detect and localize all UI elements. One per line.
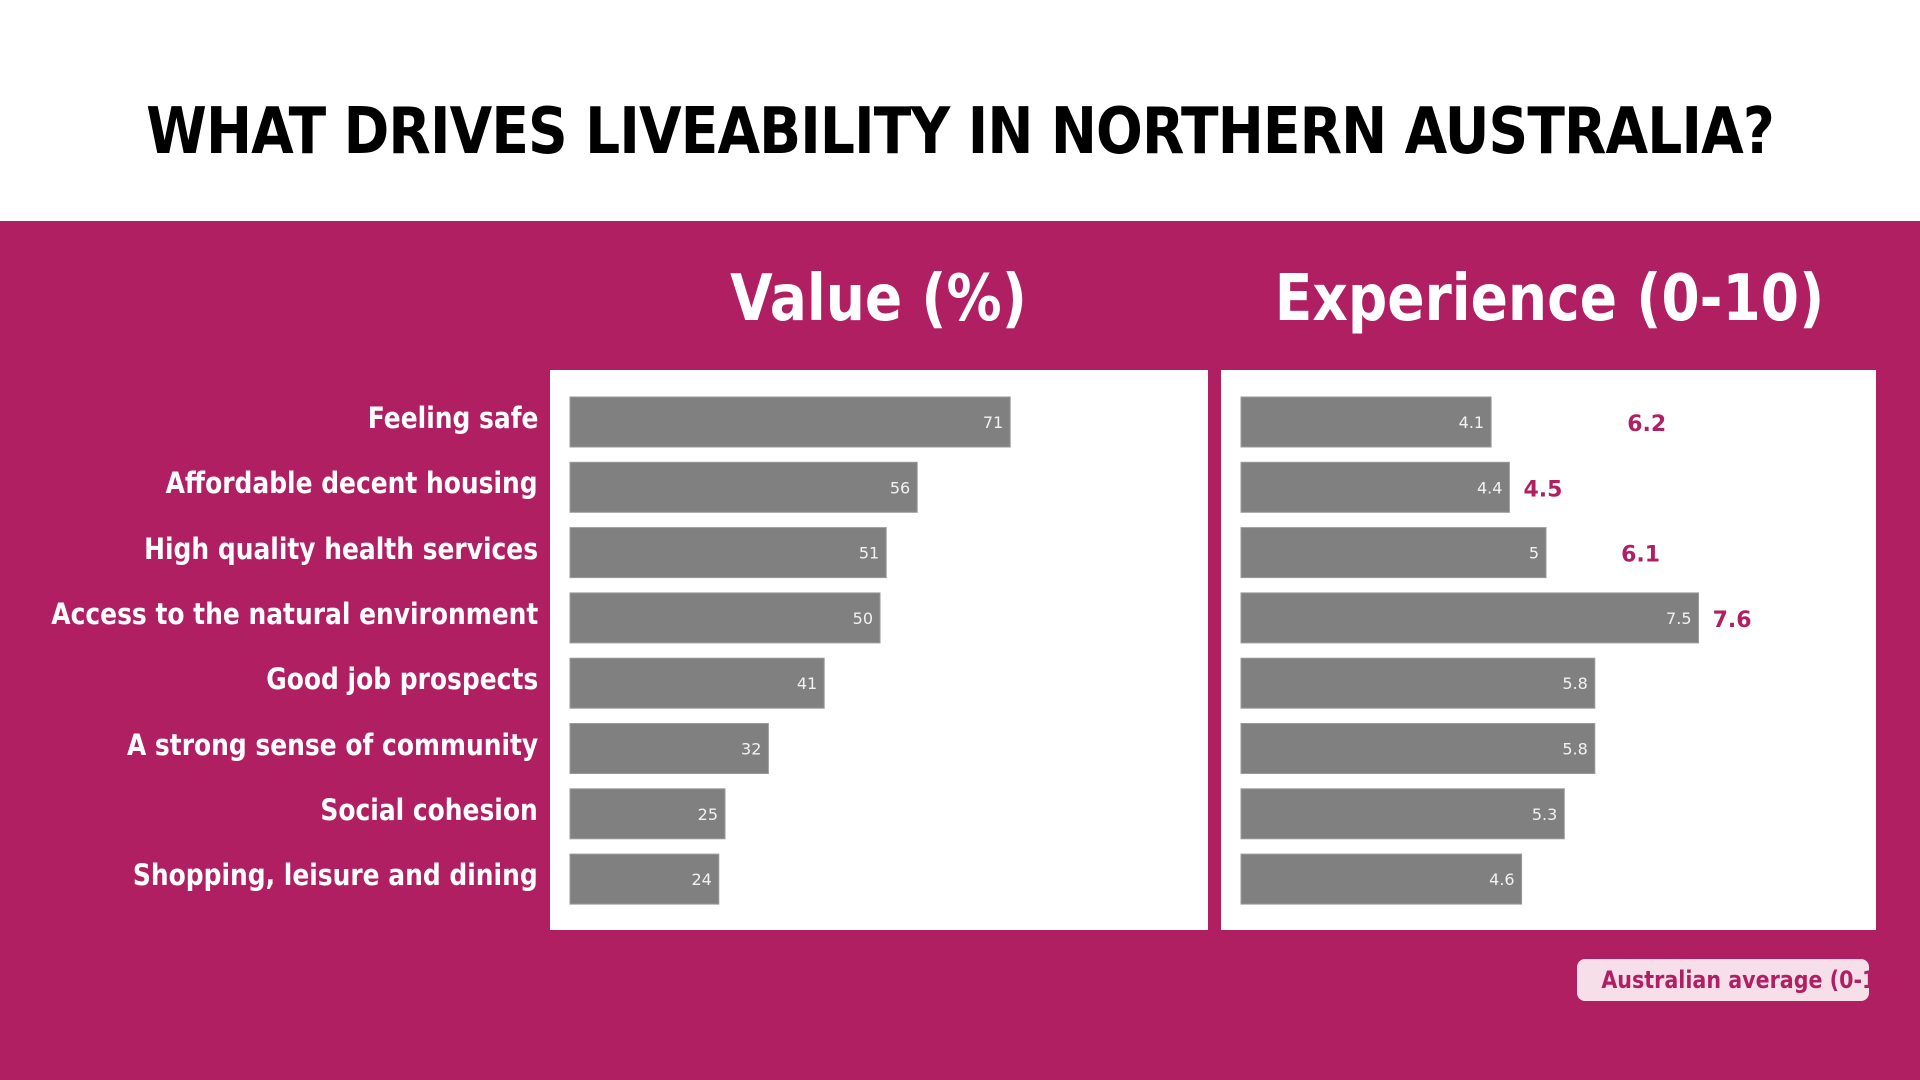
bar-value-label: 5.8 [1562, 740, 1587, 759]
bar-value-label: 4.4 [1477, 478, 1502, 497]
bar [1240, 657, 1596, 709]
experience-chart-svg: 4.1 4.4 5 7.5 5.8 5.8 5.3 4.6 6.2 4.5 6.1 7.6 [1240, 396, 1752, 905]
bar-value-label: 5.8 [1562, 674, 1587, 693]
bar-value-label: 5.3 [1532, 805, 1557, 824]
bar [569, 723, 769, 774]
category-label: Shopping, leisure and dining [133, 858, 538, 893]
bar [569, 657, 825, 709]
bar [1240, 788, 1565, 840]
australian-average-label: 7.6 [1713, 608, 1752, 633]
category-label: A strong sense of community [126, 727, 538, 762]
category-label: Feeling safe [367, 401, 538, 435]
bar [1240, 396, 1492, 448]
value-chart-title: Value (%) [730, 262, 1027, 336]
bar [569, 461, 918, 513]
experience-chart-title: Experience (0-10) [1274, 262, 1825, 336]
bar-value-label: 25 [698, 805, 718, 824]
bar [1240, 461, 1510, 513]
bar-value-label: 5 [1529, 544, 1539, 563]
bar [1240, 592, 1699, 644]
bar-value-label: 4.1 [1459, 413, 1484, 432]
category-label: High quality health services [144, 531, 538, 566]
bar [569, 592, 881, 644]
australian-average-label: 6.1 [1621, 543, 1660, 568]
legend-australian-average: Australian average (0-10) [1577, 959, 1900, 1001]
bar [1240, 853, 1523, 905]
page-title: WHAT DRIVES LIVEABILITY IN NORTHERN AUST… [146, 95, 1775, 169]
bar [1240, 723, 1596, 774]
value-chart-svg: 71 56 51 50 41 32 25 24 [569, 396, 1011, 905]
legend-label: Australian average (0-10) [1601, 966, 1901, 994]
bar-value-label: 41 [797, 674, 817, 693]
category-label: Good job prospects [266, 662, 538, 697]
australian-average-label: 4.5 [1524, 477, 1563, 502]
australian-average-label: 6.2 [1627, 412, 1666, 437]
bar [569, 788, 726, 840]
bar [569, 853, 720, 905]
value-chart-panel: 71 56 51 50 41 32 25 24 [550, 370, 1208, 930]
bar [569, 527, 887, 579]
bar-value-label: 71 [983, 413, 1003, 432]
bar-value-label: 4.6 [1489, 870, 1514, 889]
title-band: WHAT DRIVES LIVEABILITY IN NORTHERN AUST… [0, 0, 1920, 222]
bar-value-label: 56 [890, 478, 910, 497]
category-label: Access to the natural environment [50, 596, 538, 631]
category-label: Affordable decent housing [165, 466, 538, 501]
bar-value-label: 51 [859, 544, 879, 563]
bar-value-label: 32 [741, 740, 761, 759]
experience-chart-panel: 4.1 4.4 5 7.5 5.8 5.8 5.3 4.6 6.2 4.5 6.1 7.6 [1221, 370, 1876, 930]
bar [569, 396, 1011, 448]
category-label: Social cohesion [320, 792, 538, 827]
bar-value-label: 24 [691, 870, 711, 889]
bar-value-label: 50 [853, 609, 873, 628]
bar-value-label: 7.5 [1666, 609, 1691, 628]
bar [1240, 527, 1547, 579]
